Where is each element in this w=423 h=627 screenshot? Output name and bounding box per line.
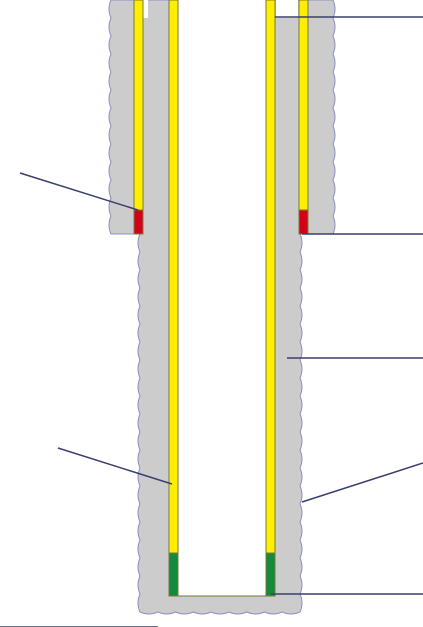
- leader-line-2: [19, 172, 139, 211]
- lower-seal-right: [265, 552, 276, 597]
- inner-casing-string-left: [168, 0, 179, 554]
- upper-seal-left: [133, 209, 144, 235]
- lower-seal-left: [168, 552, 179, 597]
- annulus-top-right: [276, 0, 298, 18]
- leader-line-5: [57, 447, 173, 485]
- leader-line-layer: [0, 16, 423, 627]
- seal-layer: [133, 209, 309, 597]
- upper-casing-string-right: [298, 0, 309, 211]
- upper-casing-string-left: [133, 0, 144, 211]
- annulus-top-left: [143, 0, 148, 18]
- leader-line-6: [301, 462, 423, 503]
- wellbore: [178, 0, 266, 596]
- inner-casing-string-right: [265, 0, 276, 554]
- upper-seal-right: [298, 209, 309, 235]
- formation-layer: [108, 0, 336, 615]
